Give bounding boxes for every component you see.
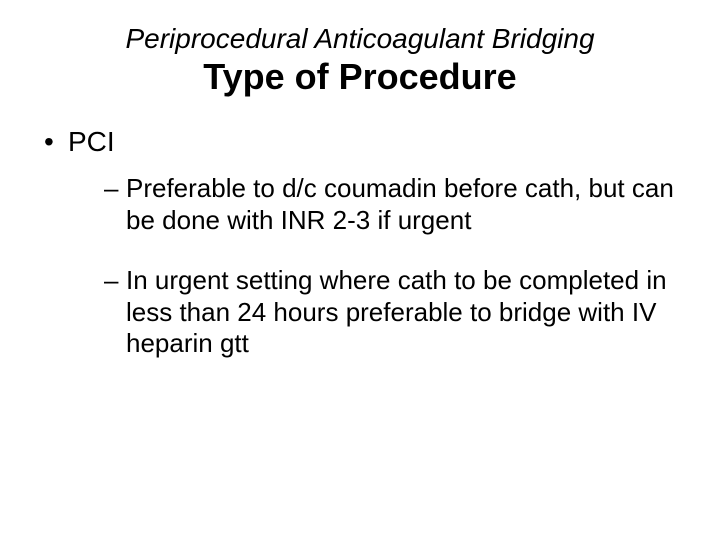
overtitle: Periprocedural Anticoagulant Bridging [30, 24, 690, 55]
slide-title: Type of Procedure [30, 57, 690, 97]
slide: Periprocedural Anticoagulant Bridging Ty… [0, 0, 720, 540]
bullet-list: PCI Preferable to d/c coumadin before ca… [30, 124, 690, 360]
bullet-text: In urgent setting where cath to be compl… [126, 265, 667, 358]
list-item: PCI Preferable to d/c coumadin before ca… [30, 124, 690, 360]
sub-bullet-list: Preferable to d/c coumadin before cath, … [68, 173, 690, 360]
list-item: In urgent setting where cath to be compl… [68, 265, 690, 360]
list-item: Preferable to d/c coumadin before cath, … [68, 173, 690, 236]
bullet-text: PCI [68, 126, 115, 157]
bullet-text: Preferable to d/c coumadin before cath, … [126, 173, 674, 235]
